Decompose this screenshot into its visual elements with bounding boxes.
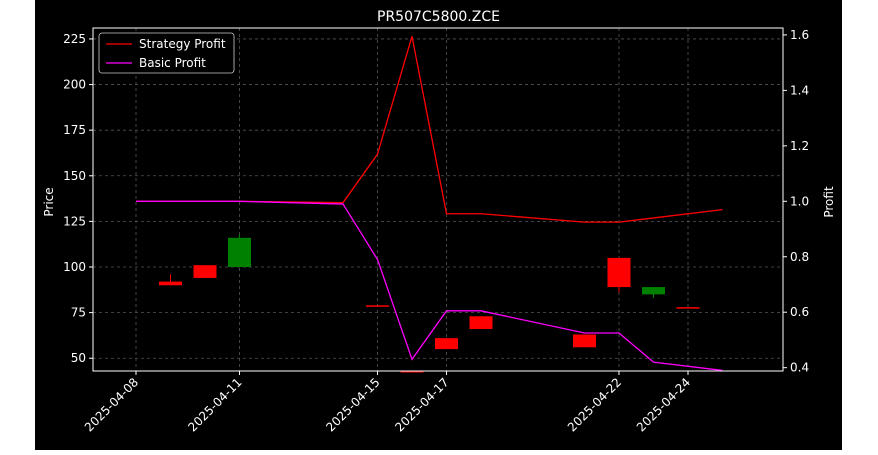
y-tick-label-right: 1.0	[790, 194, 809, 208]
strategy-profit-line	[136, 36, 723, 223]
y-tick-label-right: 0.8	[790, 250, 809, 264]
legend-label: Basic Profit	[139, 56, 206, 70]
profit-lines	[136, 36, 723, 372]
legend-box	[98, 32, 235, 74]
x-tick-label: 2025-04-08	[82, 375, 141, 434]
candle-body	[573, 334, 596, 348]
plot-border	[92, 27, 784, 372]
x-tick-label: 2025-04-17	[392, 375, 451, 434]
y-tick-label-left: 125	[63, 214, 86, 228]
y-axis-label-left: Price	[42, 187, 56, 216]
y-tick-label-left: 200	[63, 78, 86, 92]
candle-body	[676, 307, 700, 309]
chart-figure: PR507C5800.ZCE Price Profit 2025-04-08 20…	[35, 0, 842, 450]
candle-body	[366, 305, 389, 307]
grid-lines	[93, 28, 783, 371]
candle-body	[607, 257, 631, 288]
x-tick-label: 2025-04-24	[634, 375, 693, 434]
candle-body	[400, 371, 424, 373]
y-tick-label-left: 150	[63, 169, 86, 183]
x-tick-label: 2025-04-15	[323, 375, 382, 434]
y-tick-label-left: 225	[63, 32, 86, 46]
y-tick-label-left: 100	[63, 260, 86, 274]
y-axis-label-right: Profit	[822, 186, 836, 218]
y-tick-label-right: 0.4	[790, 361, 809, 375]
candle-body	[469, 316, 493, 330]
y-tick-label-right: 1.6	[790, 28, 809, 42]
x-axis-ticks: 2025-04-08 2025-04-11 2025-04-15 2025-04-17…	[82, 371, 693, 434]
y-tick-label-left: 175	[63, 123, 86, 137]
candle-body	[642, 287, 665, 295]
y-tick-label-right: 0.6	[790, 305, 809, 319]
y-tick-label-left: 50	[71, 351, 86, 365]
x-tick-label: 2025-04-11	[185, 375, 244, 434]
axes-frame	[92, 27, 784, 372]
chart-title: PR507C5800.ZCE	[377, 9, 500, 25]
y-axis-ticks-right: 0.4 0.6 0.8 1.0 1.2 1.4 1.6	[783, 28, 809, 375]
legend: Strategy Profit Basic Profit	[98, 32, 235, 74]
y-tick-label-left: 75	[71, 306, 86, 320]
candlesticks	[159, 234, 700, 373]
candle-body	[228, 237, 251, 268]
candle-body	[435, 338, 458, 350]
legend-label: Strategy Profit	[139, 37, 226, 51]
candle-body	[159, 281, 182, 286]
candlestick-profit-chart: PR507C5800.ZCE Price Profit 2025-04-08 20…	[42, 9, 836, 434]
basic-profit-line	[136, 200, 723, 372]
candle-body	[193, 265, 217, 278]
y-tick-label-right: 1.2	[790, 139, 809, 153]
x-tick-label: 2025-04-22	[565, 375, 624, 434]
y-axis-ticks-left: 50 75 100 125 150 175 200 225	[63, 32, 93, 365]
y-tick-label-right: 1.4	[790, 83, 809, 97]
